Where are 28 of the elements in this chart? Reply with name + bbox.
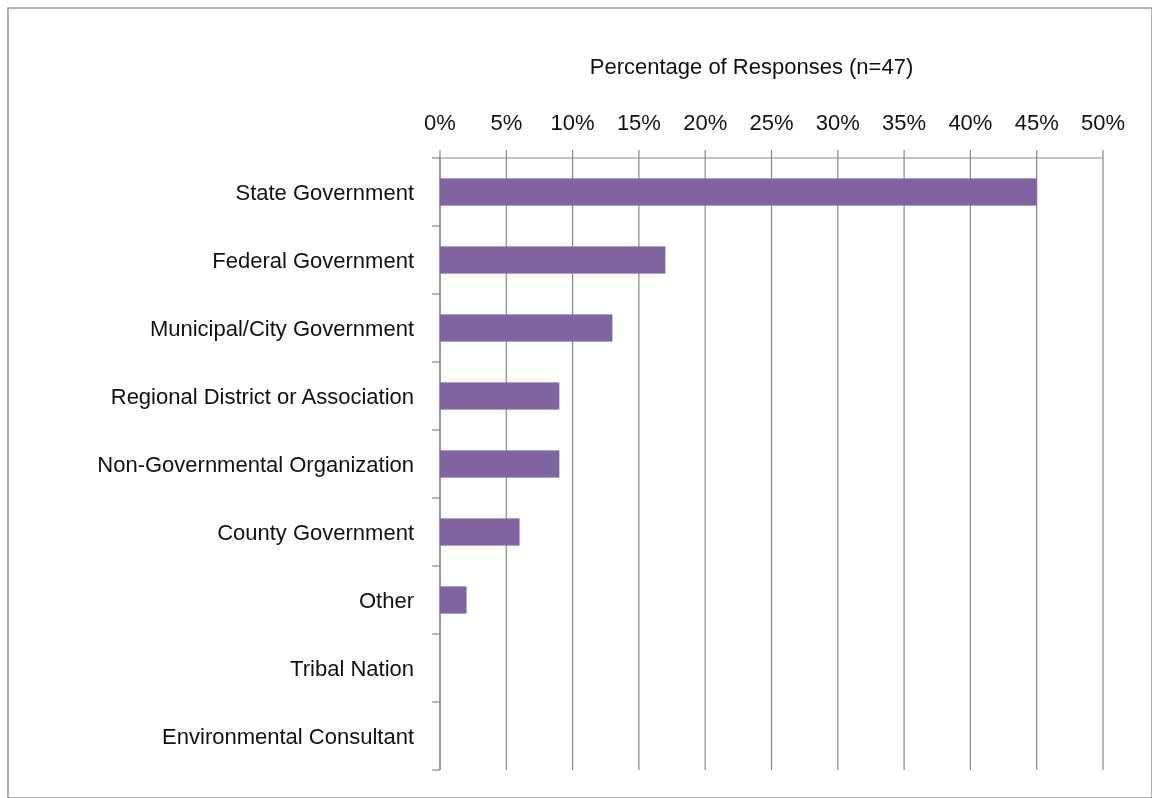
bar <box>440 382 560 410</box>
y-tick-label: County Government <box>217 519 414 545</box>
bar <box>440 246 666 274</box>
y-tick-label: Non-Governmental Organization <box>97 451 414 477</box>
x-tick-label: 0% <box>424 110 456 135</box>
x-tick-label: 45% <box>1014 110 1059 135</box>
bar <box>440 450 560 478</box>
x-tick-label: 30% <box>815 110 860 135</box>
x-tick-label: 40% <box>948 110 993 135</box>
bar <box>440 178 1037 206</box>
x-tick-label: 50% <box>1080 110 1126 135</box>
x-tick-label: 25% <box>749 110 794 135</box>
bar <box>440 518 520 546</box>
y-tick-label: Federal Government <box>212 247 414 273</box>
x-axis-title: Percentage of Responses (n=47) <box>589 54 914 79</box>
y-tick-label: State Government <box>235 179 414 205</box>
bar <box>440 314 613 342</box>
x-tick-label: 20% <box>683 110 728 135</box>
y-tick-label: Environmental Consultant <box>162 723 414 749</box>
y-tick-label: Tribal Nation <box>290 655 414 681</box>
y-tick-label: Other <box>358 587 414 613</box>
y-tick-label: Municipal/City Government <box>149 315 414 341</box>
x-tick-label: 35% <box>882 110 927 135</box>
x-tick-label: 15% <box>616 110 661 135</box>
bar <box>440 586 467 614</box>
y-tick-label: Regional District or Association <box>110 383 414 409</box>
x-tick-label: 5% <box>490 110 523 135</box>
x-tick-label: 10% <box>550 110 595 135</box>
